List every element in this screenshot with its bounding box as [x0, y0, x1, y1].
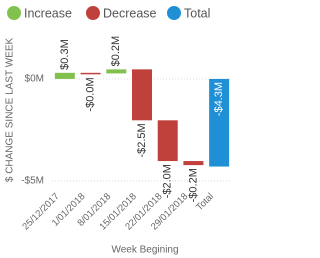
legend-label: Increase [24, 6, 72, 20]
y-tick-label: $0M [25, 74, 44, 85]
value-label: -$2.0M [162, 164, 174, 198]
bar [209, 78, 230, 167]
value-label: -$0.0M [84, 77, 96, 111]
bar [80, 72, 101, 75]
legend-label: Total [184, 6, 210, 20]
legend-label: Decrease [103, 6, 157, 20]
value-label: -$4.3M [213, 82, 225, 116]
legend-marker [167, 6, 181, 20]
value-label: -$2.5M [136, 123, 148, 157]
bar [183, 161, 204, 166]
bar [54, 72, 75, 79]
legend-marker [86, 6, 100, 20]
y-axis-title: $ CHANGE SINCE LAST WEEK [5, 38, 16, 183]
bar [157, 120, 178, 162]
chart: Week Begining $ CHANGE SINCE LAST WEEK I… [5, 6, 232, 256]
value-label: -$0.2M [187, 168, 199, 202]
bar [132, 69, 152, 121]
x-axis-title: Week Begining [111, 245, 178, 256]
value-label: $0.2M [110, 36, 122, 67]
legend-marker [7, 6, 21, 20]
bar [106, 69, 127, 74]
value-label: $0.3M [59, 39, 71, 70]
y-tick-label: -$5M [21, 175, 44, 186]
